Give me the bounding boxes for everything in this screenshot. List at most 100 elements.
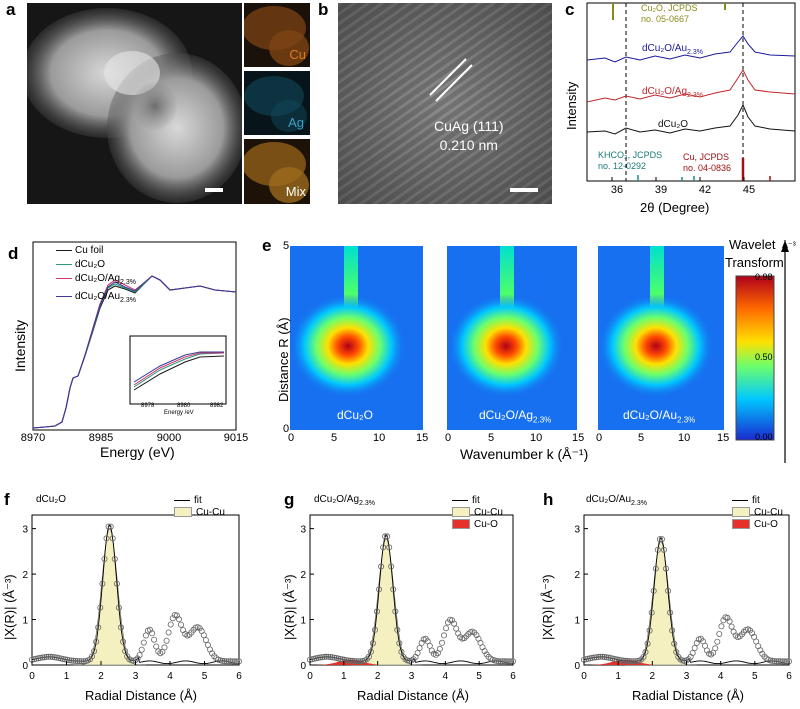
exafs-g-data-point bbox=[507, 658, 514, 665]
wt-colorbar-title: Wavelet Transform bbox=[725, 237, 784, 270]
inset-cu-foil bbox=[133, 355, 225, 391]
exafs-h-xtick-label: 2 bbox=[650, 671, 656, 682]
wt-map-3 bbox=[598, 246, 724, 430]
exafs-h-data-point bbox=[728, 623, 735, 630]
exafs-h-ylabel: |X(R)| (Å⁻³) bbox=[540, 574, 555, 640]
exafs-g-data-point bbox=[491, 657, 498, 664]
exafs-f-data-point bbox=[155, 648, 162, 655]
exafs-f-data-point bbox=[62, 656, 69, 663]
exafs-h-data-point bbox=[669, 627, 676, 634]
exafs-h-cucu-fill bbox=[625, 540, 697, 666]
exafs-g-data-point bbox=[501, 658, 508, 665]
exafs-g-data-point bbox=[384, 533, 391, 540]
exafs-g-data-point bbox=[404, 657, 411, 664]
xanes-legend-item: dCu₂O/Au2.3% bbox=[56, 290, 136, 308]
exafs-f-data-point bbox=[165, 629, 172, 636]
xrd-xtick: 42 bbox=[698, 184, 712, 196]
exafs-g-data-point bbox=[432, 651, 439, 658]
exafs-g-data-point bbox=[396, 640, 403, 647]
wt-xlabel: Wavenumber k (Å⁻¹) bbox=[460, 446, 589, 462]
panel-letter-c: c bbox=[565, 0, 575, 19]
exafs-f-data-point bbox=[136, 652, 143, 659]
exafs-f-data-point bbox=[231, 658, 238, 665]
xanes-xtick: 8970 bbox=[20, 432, 46, 444]
exafs-f-data-point bbox=[118, 624, 125, 631]
exafs-f-xtick-label: 5 bbox=[202, 671, 208, 682]
exafs-f-data-point bbox=[101, 556, 108, 563]
exafs-f-data-point bbox=[200, 632, 207, 639]
exafs-f-ytick-label: 0 bbox=[22, 661, 28, 672]
exafs-g-xtick-label: 1 bbox=[341, 671, 347, 682]
exafs-h-xlabel: Radial Distance (Å) bbox=[632, 688, 744, 703]
exafs-h-data-point bbox=[689, 649, 696, 656]
xrd-xtick: 39 bbox=[654, 184, 668, 196]
exafs-f-data-point bbox=[134, 655, 141, 662]
xanes-xtick: 8985 bbox=[88, 432, 114, 444]
exafs-g-data-point bbox=[438, 639, 445, 646]
exafs-f-xtick-label: 4 bbox=[167, 671, 173, 682]
exafs-f-data-point bbox=[70, 657, 77, 664]
exafs-h-data-point bbox=[617, 657, 624, 664]
exafs-f-data-point bbox=[202, 637, 209, 644]
xrd-label-ag: dCu₂O/Ag2.3% bbox=[642, 86, 703, 99]
wt-map-label-2: dCu₂O/Ag2.3% bbox=[479, 408, 552, 425]
inset-xtick: 8980 bbox=[177, 403, 191, 409]
xrd-xtick: 45 bbox=[742, 184, 756, 196]
exafs-g-data-point bbox=[497, 658, 504, 665]
exafs-h-data-point bbox=[691, 644, 698, 651]
wt-map-1 bbox=[290, 246, 423, 430]
exafs-g-data-point bbox=[369, 640, 376, 647]
exafs-g-data-point bbox=[398, 648, 405, 655]
exafs-h-data-point bbox=[665, 587, 672, 594]
exafs-h-data-point bbox=[654, 546, 661, 553]
exafs-g-xtick-label: 0 bbox=[307, 671, 313, 682]
exafs-h-data-point bbox=[716, 630, 723, 637]
exafs-f-data-point bbox=[45, 653, 52, 660]
exafs-g-xtick-label: 6 bbox=[510, 671, 516, 682]
exafs-h-data-point bbox=[601, 653, 608, 660]
exafs-h-ytick-label: 3 bbox=[574, 525, 580, 536]
exafs-g-data-point bbox=[386, 544, 393, 551]
exafs-f-data-point bbox=[76, 658, 83, 665]
wt-colorbar-tick: 0.98 bbox=[755, 272, 773, 282]
exafs-f-data-point bbox=[103, 535, 110, 542]
exafs-f-data-point bbox=[74, 658, 81, 665]
exafs-h-data-point bbox=[628, 658, 635, 665]
exafs-g-data-point bbox=[499, 658, 506, 665]
xrd-label-au: dCu₂O/Au2.3% bbox=[642, 43, 703, 56]
exafs-g-data-point bbox=[319, 654, 326, 661]
xanes-inset bbox=[129, 335, 227, 405]
xrd-ylabel: Intensity bbox=[564, 81, 579, 130]
exafs-g-xtick-label: 2 bbox=[375, 671, 381, 682]
wt-map-2 bbox=[447, 246, 577, 430]
exafs-f-data-point bbox=[190, 626, 197, 633]
exafs-f-data-point bbox=[223, 658, 230, 665]
exafs-g-data-point bbox=[414, 649, 421, 656]
eds-map-label-mix: Mix bbox=[285, 184, 306, 199]
exafs-f-data-point bbox=[72, 657, 79, 664]
exafs-f-data-point bbox=[138, 646, 145, 653]
exafs-g-data-point bbox=[351, 658, 358, 665]
exafs-h-data-point bbox=[773, 658, 780, 665]
exafs-f-xtick-label: 2 bbox=[98, 671, 104, 682]
exafs-g-data-point bbox=[373, 608, 380, 615]
wt-ytick: 0 bbox=[283, 423, 290, 435]
exafs-f-cucu-fill bbox=[73, 528, 146, 666]
xrd-chart bbox=[586, 2, 796, 182]
xanes-legend-item: dCu₂O/Ag2.3% bbox=[56, 272, 136, 290]
exafs-f-data-point bbox=[47, 653, 54, 660]
exafs-f-legend: fit Cu-Cu bbox=[174, 495, 225, 519]
panel-letter-g: g bbox=[284, 490, 295, 509]
xanes-au bbox=[32, 275, 237, 429]
wt-colorbar-unit: Å⁻³ bbox=[782, 240, 796, 250]
exafs-g-data-point bbox=[343, 657, 350, 664]
wt-colorbar-tick: 0.00 bbox=[755, 432, 773, 442]
exafs-f-data-point bbox=[95, 624, 102, 631]
panel-letter-b: b bbox=[318, 0, 329, 19]
exafs-h-data-point bbox=[673, 648, 680, 655]
exafs-h-data-point bbox=[771, 658, 778, 665]
exafs-f-data-point bbox=[105, 523, 112, 530]
exafs-h-data-point bbox=[757, 647, 764, 654]
inset-dcu2o bbox=[133, 352, 225, 388]
exafs-h-data-point bbox=[761, 653, 768, 660]
